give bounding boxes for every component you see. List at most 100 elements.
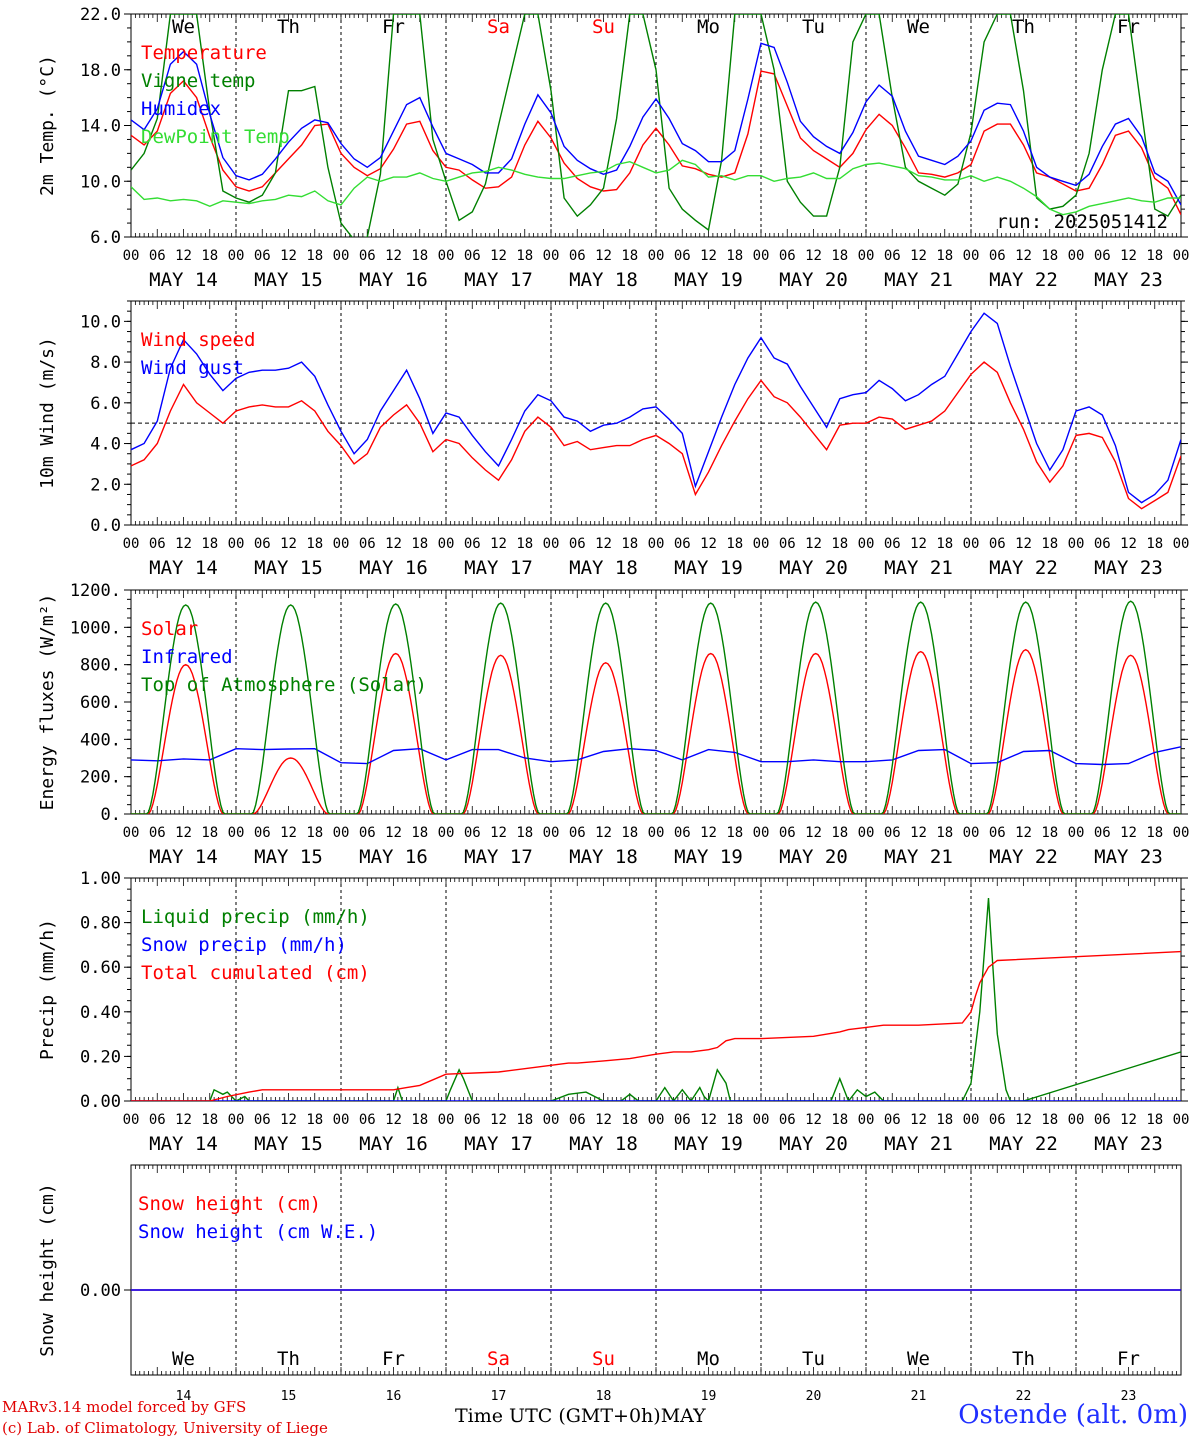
weekday-label: Fr — [382, 16, 405, 38]
hour-tick-label: 00 — [228, 536, 245, 552]
day-number-label: 19 — [701, 1389, 717, 1404]
hour-tick-label: 00 — [858, 248, 875, 264]
hour-tick-label: 12 — [595, 536, 612, 552]
hour-tick-label: 12 — [595, 1112, 612, 1128]
date-label: MAY 17 — [464, 1133, 533, 1155]
hour-tick-label: 00 — [123, 825, 140, 841]
legend-vigne-temp: Vigne temp — [141, 70, 255, 92]
date-label: MAY 22 — [989, 557, 1058, 579]
hour-tick-label: 06 — [1094, 1112, 1111, 1128]
legend-liquid-precip-mm-h: Liquid precip (mm/h) — [141, 906, 370, 928]
hour-tick-label: 12 — [1120, 1112, 1137, 1128]
hour-tick-label: 00 — [438, 248, 455, 264]
hour-tick-label: 12 — [280, 536, 297, 552]
hour-tick-label: 00 — [963, 825, 980, 841]
hour-tick-label: 00 — [1173, 1112, 1190, 1128]
panel-precip: 0.00 0.20 0.40 0.60 0.80 1.00 Precip (mm/h) Liq… — [37, 869, 1189, 1155]
y-tick-label: 18.0 — [80, 61, 121, 81]
hour-tick-label: 12 — [385, 536, 402, 552]
day-number-label: 18 — [596, 1389, 612, 1404]
hour-tick-label: 12 — [175, 248, 192, 264]
hour-tick-label: 18 — [831, 825, 848, 841]
date-label: MAY 19 — [674, 846, 743, 868]
weekday-label: We — [907, 16, 930, 38]
y-tick-label: 400. — [80, 730, 121, 750]
hour-tick-label: 00 — [753, 825, 770, 841]
weekday-label: Tu — [802, 16, 825, 38]
hour-tick-label: 06 — [674, 1112, 691, 1128]
y-tick-label: 0. — [101, 805, 121, 825]
hour-tick-label: 18 — [1146, 536, 1163, 552]
hour-tick-label: 00 — [648, 825, 665, 841]
hour-tick-label: 06 — [254, 825, 271, 841]
legend-infrared: Infrared — [141, 646, 233, 668]
weekday-label: Tu — [802, 1348, 825, 1370]
plot-frame — [130, 589, 1182, 815]
hour-tick-label: 00 — [753, 536, 770, 552]
hour-tick-label: 00 — [438, 536, 455, 552]
panel-snow: 0.00 Snow height (cm) Snow height (cm) Snow… — [37, 1164, 1182, 1404]
date-label: MAY 23 — [1094, 846, 1163, 868]
y-tick-label: 1.00 — [80, 869, 121, 889]
hour-tick-label: 06 — [779, 1112, 796, 1128]
hour-tick-label: 06 — [779, 825, 796, 841]
hour-tick-label: 06 — [569, 825, 586, 841]
hour-tick-label: 06 — [884, 536, 901, 552]
hour-tick-label: 12 — [280, 1112, 297, 1128]
hour-tick-label: 18 — [1146, 248, 1163, 264]
hour-tick-label: 18 — [621, 825, 638, 841]
hour-tick-label: 06 — [569, 536, 586, 552]
hour-tick-label: 18 — [726, 248, 743, 264]
hour-tick-label: 18 — [831, 1112, 848, 1128]
legend-humidex: Humidex — [141, 98, 221, 120]
y-tick-label: 10.0 — [80, 172, 121, 192]
date-label: MAY 18 — [569, 1133, 638, 1155]
hour-tick-label: 06 — [149, 1112, 166, 1128]
y-tick-label: 0.00 — [80, 1092, 121, 1112]
y-tick-label: 0.20 — [80, 1047, 121, 1067]
date-label: MAY 20 — [779, 1133, 848, 1155]
hour-tick-label: 18 — [306, 1112, 323, 1128]
hour-tick-label: 18 — [1041, 1112, 1058, 1128]
weekday-label: Fr — [1117, 16, 1140, 38]
hour-tick-label: 18 — [306, 248, 323, 264]
hour-tick-label: 18 — [621, 536, 638, 552]
hour-tick-label: 18 — [201, 1112, 218, 1128]
hour-tick-label: 06 — [464, 536, 481, 552]
hour-tick-label: 00 — [1173, 825, 1190, 841]
panel-energy: 0. 200. 400. 600. 800. 1000. 1200. Energy fluxe… — [37, 581, 1189, 868]
hour-tick-label: 12 — [490, 1112, 507, 1128]
y-tick-label: 800. — [80, 656, 121, 676]
hour-tick-label: 06 — [989, 536, 1006, 552]
hour-tick-label: 12 — [910, 1112, 927, 1128]
date-label: MAY 23 — [1094, 557, 1163, 579]
hour-tick-label: 12 — [910, 536, 927, 552]
date-label: MAY 15 — [254, 557, 323, 579]
hour-tick-label: 00 — [1068, 536, 1085, 552]
lab-credit-line: (c) Lab. of Climatology, University of L… — [2, 1419, 328, 1437]
date-label: MAY 22 — [989, 269, 1058, 291]
hour-tick-label: 06 — [884, 1112, 901, 1128]
legend-snow-height-cm-w-e: Snow height (cm W.E.) — [138, 1221, 378, 1243]
weekday-label: Mo — [697, 16, 720, 38]
hour-tick-label: 12 — [1120, 825, 1137, 841]
hour-tick-label: 00 — [123, 248, 140, 264]
hour-tick-label: 12 — [490, 536, 507, 552]
hour-tick-label: 00 — [648, 536, 665, 552]
hour-tick-label: 18 — [936, 248, 953, 264]
hour-tick-label: 18 — [201, 825, 218, 841]
hour-tick-label: 00 — [543, 1112, 560, 1128]
date-label: MAY 21 — [884, 1133, 953, 1155]
y-axis-label: Precip (mm/h) — [37, 919, 58, 1060]
hour-tick-label: 00 — [1068, 1112, 1085, 1128]
hour-tick-label: 12 — [805, 248, 822, 264]
hour-tick-label: 00 — [333, 536, 350, 552]
hour-tick-label: 18 — [621, 248, 638, 264]
hour-tick-label: 00 — [963, 248, 980, 264]
hour-tick-label: 18 — [516, 825, 533, 841]
date-label: MAY 17 — [464, 269, 533, 291]
y-tick-label: 6.0 — [90, 394, 121, 414]
hour-tick-label: 12 — [175, 536, 192, 552]
hour-tick-label: 06 — [149, 248, 166, 264]
